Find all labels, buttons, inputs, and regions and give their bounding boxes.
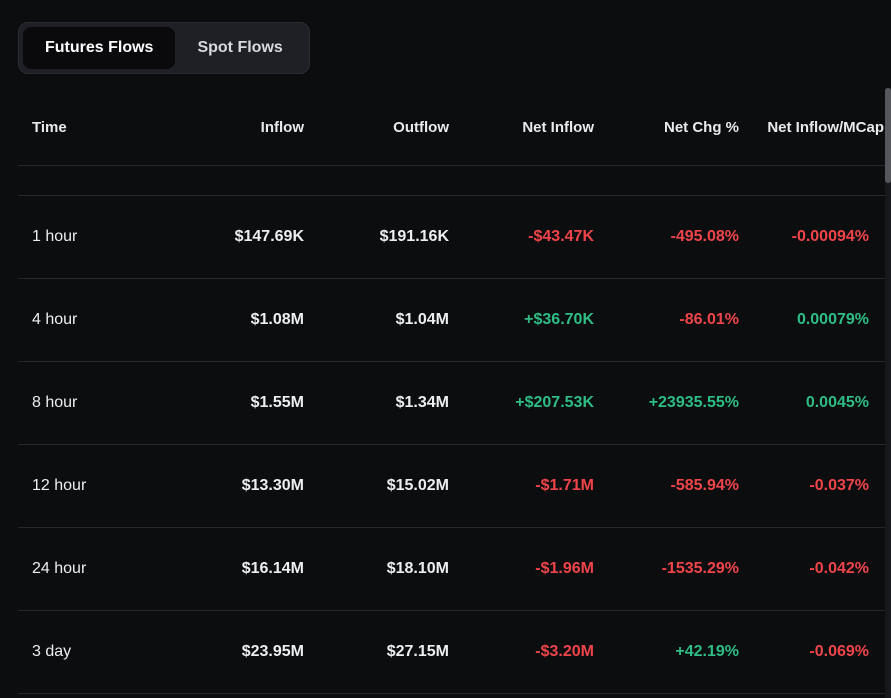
cell-net-inflow-mcap: -0.037% <box>809 477 869 494</box>
column-header-time: Time <box>32 119 67 136</box>
column-header-inflow: Inflow <box>260 119 304 136</box>
cell-inflow: $147.69K <box>234 228 304 245</box>
cell-time: 8 hour <box>32 394 78 411</box>
tab-spot-flows[interactable]: Spot Flows <box>197 39 283 56</box>
cell-net-inflow: +$207.53K <box>515 394 594 411</box>
table-row: 12 hour $13.30M $15.02M -$1.71M -585.94%… <box>18 445 891 528</box>
table-row: 8 hour $1.55M $1.34M +$207.53K +23935.55… <box>18 362 891 445</box>
cell-net-chg: -495.08% <box>670 228 740 245</box>
cell-net-chg: -1535.29% <box>661 560 739 577</box>
flows-tab-group: Futures Flows Spot Flows <box>18 22 310 74</box>
cell-outflow: $27.15M <box>386 643 449 660</box>
cell-net-chg: -585.94% <box>670 477 740 494</box>
cell-inflow: $23.95M <box>241 643 304 660</box>
cell-inflow: $1.55M <box>250 394 304 411</box>
cell-net-chg: -86.01% <box>679 311 739 328</box>
cell-outflow: $191.16K <box>379 228 449 245</box>
flows-table: Time Inflow Outflow Net Inflow Net Chg %… <box>18 90 891 698</box>
table-row: 24 hour $16.14M $18.10M -$1.96M -1535.29… <box>18 528 891 611</box>
cell-net-chg: +42.19% <box>675 643 739 660</box>
table-row: 1 hour $147.69K $191.16K -$43.47K -495.0… <box>18 196 891 279</box>
cell-net-inflow: -$1.71M <box>535 477 594 494</box>
cell-net-inflow: -$1.96M <box>535 560 594 577</box>
cell-inflow: $1.08M <box>250 311 304 328</box>
cell-net-inflow: -$43.47K <box>528 228 594 245</box>
cell-outflow: $1.04M <box>395 311 449 328</box>
table-header-row: Time Inflow Outflow Net Inflow Net Chg %… <box>18 90 891 166</box>
cell-net-inflow: +$36.70K <box>524 311 594 328</box>
table-row: 4 hour $1.08M $1.04M +$36.70K -86.01% 0.… <box>18 279 891 362</box>
column-header-outflow: Outflow <box>393 119 449 136</box>
cell-net-inflow-mcap: -0.00094% <box>791 228 869 245</box>
cell-time: 24 hour <box>32 560 87 577</box>
cell-net-inflow: -$3.20M <box>535 643 594 660</box>
cell-net-inflow-mcap: 0.00079% <box>796 311 869 328</box>
table-row: 3 day $23.95M $27.15M -$3.20M +42.19% -0… <box>18 611 891 694</box>
column-header-net-chg: Net Chg % <box>664 119 739 136</box>
cell-time: 3 day <box>32 643 72 660</box>
tab-futures-flows[interactable]: Futures Flows <box>23 27 176 69</box>
cell-time: 4 hour <box>32 311 78 328</box>
cell-inflow: $13.30M <box>241 477 304 494</box>
vertical-scrollbar-thumb[interactable] <box>885 88 891 183</box>
cell-net-chg: +23935.55% <box>648 394 739 411</box>
cell-outflow: $18.10M <box>386 560 449 577</box>
column-header-net-inflow: Net Inflow <box>522 119 594 136</box>
cell-net-inflow-mcap: -0.069% <box>809 643 869 660</box>
cell-outflow: $1.34M <box>395 394 449 411</box>
cell-time: 1 hour <box>32 228 78 245</box>
cell-outflow: $15.02M <box>386 477 449 494</box>
column-header-net-inflow-mcap: Net Inflow/MCap <box>767 119 884 136</box>
cell-net-inflow-mcap: -0.042% <box>809 560 869 577</box>
table-spacer-row <box>18 166 891 196</box>
cell-net-inflow-mcap: 0.0045% <box>805 394 869 411</box>
vertical-scrollbar-track[interactable] <box>885 88 891 698</box>
cell-time: 12 hour <box>32 477 87 494</box>
cell-inflow: $16.14M <box>241 560 304 577</box>
